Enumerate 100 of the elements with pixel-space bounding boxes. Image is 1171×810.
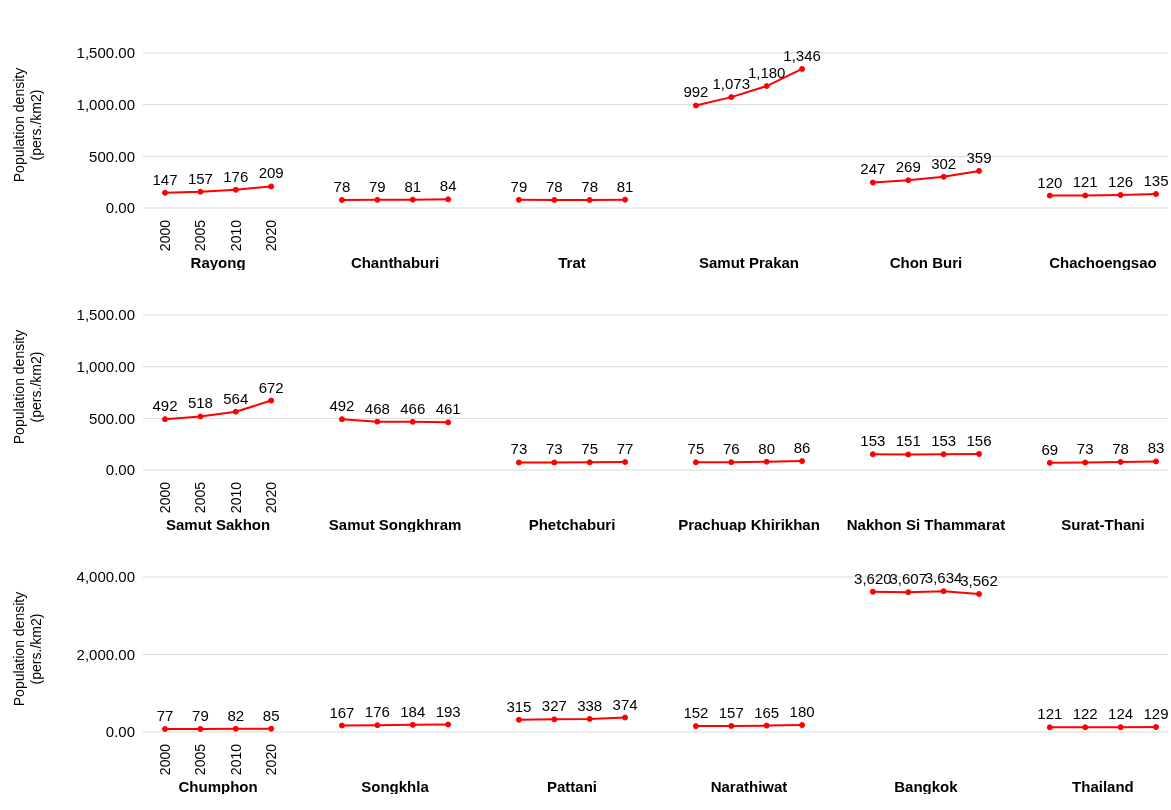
data-label: 122 [1072,705,1098,723]
data-label: 78 [333,177,351,195]
x-tick-label: 2010 [227,743,244,776]
data-label: 165 [754,703,780,721]
data-label: 85 [262,706,280,724]
data-label: 80 [758,439,776,457]
data-label: 3,620 [854,569,892,587]
text: Phetchaburi [528,516,616,533]
x-tick-label: 2005 [192,481,209,514]
data-label: 176 [364,703,390,721]
text: Narathiwat [710,778,788,795]
data-label: 81 [616,177,634,195]
y-axis-title: Population density (pers./km2) [11,328,45,447]
data-label: 120 [1037,173,1063,191]
y-axis-title: Population density (pers./km2) [11,590,45,709]
y-tick-label: 1,000.00 [76,357,135,375]
data-label: 359 [966,148,992,166]
x-tick-label: 2020 [263,219,280,252]
data-label: 79 [192,706,209,724]
data-label: 193 [435,702,461,720]
data-label: 338 [577,696,603,714]
data-label: 79 [510,177,528,195]
x-tick-label: 2010 [227,219,244,252]
data-label: 73 [510,440,528,458]
data-label: 466 [400,399,426,417]
data-label: 78 [581,177,599,195]
text: Surat-Thani [1061,516,1145,533]
data-label: 69 [1041,440,1059,458]
data-label: 564 [223,389,249,407]
data-label: 315 [506,697,532,715]
text: Pattani [547,778,598,795]
data-label: 152 [683,704,709,722]
data-label: 176 [223,167,249,185]
text: Samut Sakhon [166,516,271,533]
y-tick-label: 1,000.00 [76,95,135,113]
text: Thailand [1072,778,1134,795]
data-label: 86 [793,439,811,457]
data-label: 121 [1037,705,1063,723]
data-label: 1,346 [783,46,821,64]
data-label: 121 [1072,173,1098,191]
x-tick-label: 2005 [192,743,209,776]
text: Chon Buri [889,254,963,271]
text: Chanthaburi [350,254,440,271]
data-label: 1,073 [712,75,751,93]
data-label: 77 [616,440,634,458]
x-tick-label: 2010 [227,481,244,514]
text: Trat [558,254,586,271]
data-label: 180 [789,703,815,721]
x-tick-label: 2000 [157,219,173,252]
x-tick-label: 2020 [263,481,280,514]
data-label: 75 [687,440,705,458]
text: Nakhon Si Thammarat [846,516,1006,533]
data-label: 78 [545,177,563,195]
data-label: 126 [1108,172,1134,190]
data-label: 73 [545,440,563,458]
data-label: 78 [1112,439,1129,457]
data-label: 672 [258,378,284,396]
data-label: 167 [329,703,355,721]
data-label: 374 [612,695,638,713]
data-label: 269 [895,158,921,176]
data-label: 468 [364,399,390,417]
x-tick-label: 2005 [192,219,209,252]
data-label: 81 [404,177,422,195]
data-label: 209 [258,164,284,182]
data-label: 992 [683,83,709,101]
data-label: 461 [435,400,461,418]
data-label: 492 [152,397,178,415]
data-label: 151 [895,432,921,450]
y-tick-label: 1,500.00 [76,306,135,324]
text: Samut Prakan [698,254,800,271]
y-tick-label: 4,000.00 [76,568,135,586]
data-label: 157 [718,703,744,721]
y-axis-title: Population density (pers./km2) [11,66,45,185]
data-label: 73 [1076,440,1094,458]
data-label: 302 [931,154,957,172]
data-label: 79 [369,177,386,195]
data-label: 3,562 [960,571,998,589]
x-tick-label: 2000 [157,481,173,514]
data-label: 77 [156,707,174,725]
y-tick-label: 2,000.00 [76,645,135,663]
data-label: 153 [931,432,957,450]
data-label: 75 [581,440,599,458]
x-tick-label: 2020 [263,743,280,776]
data-label: 184 [400,702,426,720]
data-label: 135 [1143,172,1169,190]
data-label: 153 [860,432,886,450]
data-label: 247 [860,160,886,178]
data-label: 84 [439,177,457,195]
x-tick-label: 2000 [157,743,173,776]
y-tick-label: 0.00 [105,461,135,479]
y-tick-label: 1,500.00 [76,44,135,62]
data-label: 83 [1147,439,1165,457]
data-label: 156 [966,431,992,449]
y-tick-label: 0.00 [105,199,135,217]
y-tick-label: 0.00 [105,723,135,741]
data-label: 147 [152,170,178,188]
data-label: 327 [541,697,567,715]
data-label: 76 [722,440,740,458]
data-label: 518 [187,394,213,412]
data-label: 157 [187,169,213,187]
